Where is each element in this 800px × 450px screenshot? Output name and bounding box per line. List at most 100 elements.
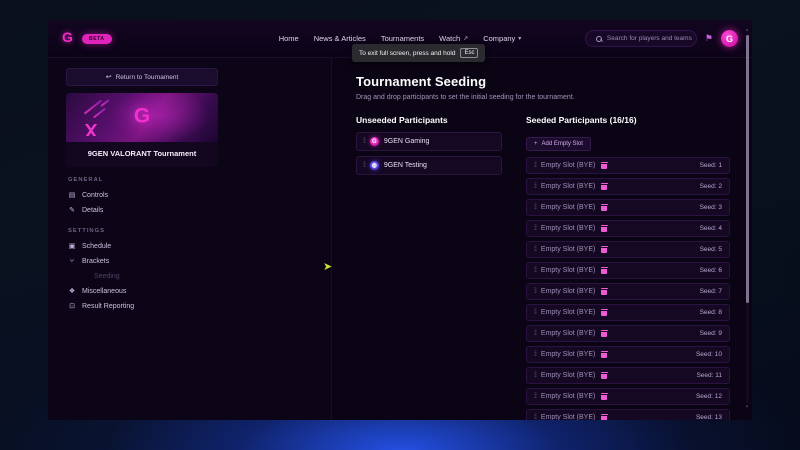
trash-icon[interactable] <box>600 309 608 316</box>
table-row[interactable]: ⁞⁞ Empty Slot (BYE) Seed: 1 <box>526 157 730 174</box>
seed-number: Seed: 8 <box>699 309 722 316</box>
slot-label: Empty Slot (BYE) <box>540 225 596 232</box>
table-row[interactable]: ⁞⁞ Empty Slot (BYE) Seed: 13 <box>526 409 730 420</box>
trash-icon[interactable] <box>600 372 608 379</box>
drag-handle-icon[interactable]: ⁞⁞ <box>363 138 366 145</box>
list-item-label: 9GEN Gaming <box>383 138 430 145</box>
drag-handle-icon[interactable]: ⁞⁞ <box>534 225 537 232</box>
drag-handle-icon[interactable]: ⁞⁞ <box>534 330 537 337</box>
nav-link-home-label: Home <box>278 34 299 43</box>
external-link-icon: ↗ <box>463 36 469 42</box>
page-subtitle: Drag and drop participants to set the in… <box>356 94 575 101</box>
nav-link-tournaments-label: Tournaments <box>380 34 425 43</box>
team-avatar: G <box>369 137 379 146</box>
list-item[interactable]: ⁞⁞ G 9GEN Gaming <box>356 132 502 151</box>
sidebar-item-seeding[interactable]: Seeding <box>66 269 317 284</box>
sidebar: ↩ Return to Tournament G 9GEN VALORANT T… <box>48 58 332 420</box>
exit-fullscreen-message: To exit full screen, press and hold <box>359 49 456 57</box>
seed-number: Seed: 13 <box>695 414 722 420</box>
seed-number: Seed: 3 <box>699 204 722 211</box>
banner-zigzag <box>74 124 108 136</box>
add-empty-slot-button[interactable]: + Add Empty Slot <box>526 137 591 151</box>
scroll-up-arrow-icon[interactable]: ▴ <box>745 27 749 33</box>
search-input[interactable]: Search for players and teams <box>584 30 697 47</box>
seed-number: Seed: 1 <box>699 162 722 169</box>
sidebar-item-controls-label: Controls <box>82 192 109 199</box>
drag-handle-icon[interactable]: ⁞⁞ <box>534 288 537 295</box>
drag-handle-icon[interactable]: ⁞⁞ <box>534 351 537 358</box>
table-row[interactable]: ⁞⁞ Empty Slot (BYE) Seed: 10 <box>526 346 730 363</box>
sidebar-item-brackets[interactable]: ⑂ Brackets <box>66 254 317 269</box>
drag-handle-icon[interactable]: ⁞⁞ <box>534 414 537 420</box>
trash-icon[interactable] <box>600 267 608 274</box>
table-row[interactable]: ⁞⁞ Empty Slot (BYE) Seed: 3 <box>526 199 730 216</box>
trash-icon[interactable] <box>600 393 608 400</box>
team-avatar: ◍ <box>369 161 379 170</box>
sidebar-item-miscellaneous[interactable]: ❖ Miscellaneous <box>66 284 317 299</box>
table-row[interactable]: ⁞⁞ Empty Slot (BYE) Seed: 11 <box>526 367 730 384</box>
nav-link-tournaments[interactable]: Tournaments <box>381 34 424 43</box>
nav-link-home[interactable]: Home <box>279 34 299 43</box>
sidebar-section-settings-label: SETTINGS <box>68 228 105 234</box>
drag-handle-icon[interactable]: ⁞⁞ <box>534 372 537 379</box>
trash-icon[interactable] <box>600 246 608 253</box>
trash-icon[interactable] <box>600 414 608 420</box>
trash-icon[interactable] <box>600 204 608 211</box>
seed-number: Seed: 4 <box>699 225 722 232</box>
return-to-tournament-button[interactable]: ↩ Return to Tournament <box>66 68 218 86</box>
table-row[interactable]: ⁞⁞ Empty Slot (BYE) Seed: 5 <box>526 241 730 258</box>
table-row[interactable]: ⁞⁞ Empty Slot (BYE) Seed: 2 <box>526 178 730 195</box>
seed-number: Seed: 6 <box>699 267 722 274</box>
scroll-down-arrow-icon[interactable]: ▾ <box>745 404 749 410</box>
drag-handle-icon[interactable]: ⁞⁞ <box>363 162 366 169</box>
9gen-logo-icon[interactable]: G <box>62 29 73 45</box>
sidebar-item-schedule-label: Schedule <box>82 243 112 250</box>
drag-handle-icon[interactable]: ⁞⁞ <box>534 267 537 274</box>
drag-handle-icon[interactable]: ⁞⁞ <box>534 246 537 253</box>
table-row[interactable]: ⁞⁞ Empty Slot (BYE) Seed: 4 <box>526 220 730 237</box>
trash-icon[interactable] <box>600 330 608 337</box>
drag-handle-icon[interactable]: ⁞⁞ <box>534 204 537 211</box>
sidebar-item-schedule[interactable]: ▣ Schedule <box>66 239 317 254</box>
seeded-heading: Seeded Participants (16/16) <box>526 115 637 125</box>
drag-handle-icon[interactable]: ⁞⁞ <box>534 162 537 169</box>
list-item[interactable]: ⁞⁞ ◍ 9GEN Testing <box>356 156 502 175</box>
slot-label: Empty Slot (BYE) <box>540 393 596 400</box>
nav-link-news[interactable]: News & Articles <box>314 34 366 43</box>
scrollbar-track[interactable] <box>745 35 749 403</box>
trash-icon[interactable] <box>600 162 608 169</box>
table-row[interactable]: ⁞⁞ Empty Slot (BYE) Seed: 12 <box>526 388 730 405</box>
drag-handle-icon[interactable]: ⁞⁞ <box>534 183 537 190</box>
seed-number: Seed: 7 <box>699 288 722 295</box>
banner-streak <box>92 107 107 119</box>
notifications-icon[interactable]: ⚑ <box>704 33 713 43</box>
scrollbar-thumb[interactable] <box>745 35 749 303</box>
tournament-card[interactable]: G 9GEN VALORANT Tournament <box>66 93 218 167</box>
slot-label: Empty Slot (BYE) <box>540 309 596 316</box>
esc-key-badge: Esc <box>460 48 479 58</box>
brand-area[interactable]: G BETA <box>48 29 112 46</box>
trash-icon[interactable] <box>600 225 608 232</box>
trash-icon[interactable] <box>600 183 608 190</box>
vertical-scrollbar[interactable]: ▴ ▾ <box>744 28 750 410</box>
sidebar-item-details[interactable]: ✎ Details <box>66 203 317 218</box>
seed-number: Seed: 12 <box>695 393 722 400</box>
avatar[interactable]: G <box>721 30 738 47</box>
nav-link-company[interactable]: Company ▾ <box>483 34 521 43</box>
nav-link-watch[interactable]: Watch ↗ <box>439 34 468 43</box>
nav-link-company-label: Company <box>483 34 516 43</box>
drag-handle-icon[interactable]: ⁞⁞ <box>534 393 537 400</box>
trash-icon[interactable] <box>600 351 608 358</box>
table-row[interactable]: ⁞⁞ Empty Slot (BYE) Seed: 6 <box>526 262 730 279</box>
9gen-logo-icon: G <box>133 104 151 128</box>
sidebar-item-controls[interactable]: ▤ Controls <box>66 188 317 203</box>
table-row[interactable]: ⁞⁞ Empty Slot (BYE) Seed: 9 <box>526 325 730 342</box>
nav-right-cluster: Search for players and teams ⚑ G <box>584 30 738 47</box>
table-row[interactable]: ⁞⁞ Empty Slot (BYE) Seed: 7 <box>526 283 730 300</box>
mouse-cursor: ➤ <box>323 261 333 273</box>
sidebar-item-result-reporting[interactable]: ⊡ Result Reporting <box>66 299 317 314</box>
trash-icon[interactable] <box>600 288 608 295</box>
table-row[interactable]: ⁞⁞ Empty Slot (BYE) Seed: 8 <box>526 304 730 321</box>
drag-handle-icon[interactable]: ⁞⁞ <box>534 309 537 316</box>
